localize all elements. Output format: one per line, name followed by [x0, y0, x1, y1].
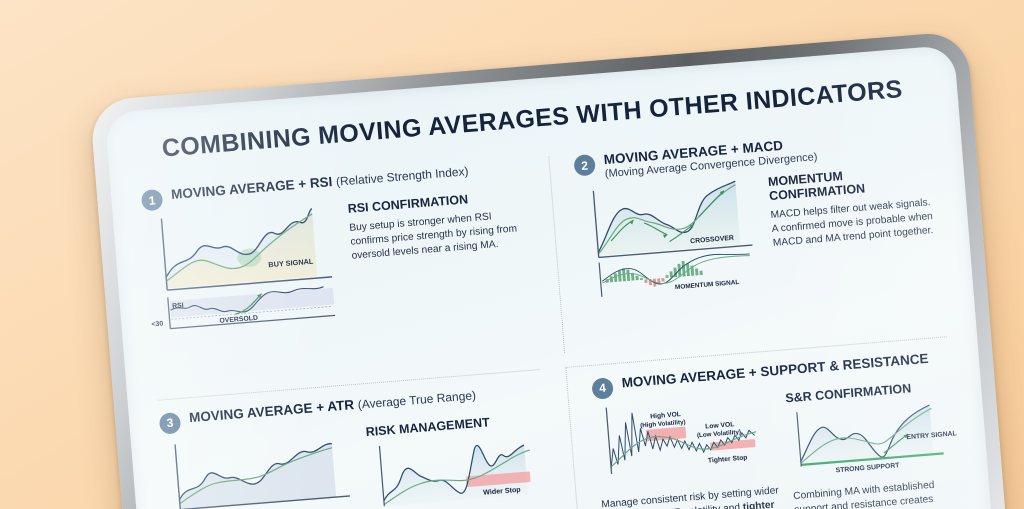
macd-line [602, 253, 750, 285]
tighter-stop-band [710, 438, 756, 451]
buy-signal-label: BUY SIGNAL [268, 257, 314, 270]
high-vol-label: High VOL [650, 411, 681, 420]
axis-x [180, 494, 350, 509]
trend-arrow-2 [643, 222, 668, 236]
strong-support-label: STRONG SUPPORT [835, 462, 900, 474]
macd-text: MOMENTUM CONFIRMATION MACD helps filter … [767, 162, 939, 251]
macd-histogram [605, 260, 703, 287]
rsi-body: Buy setup is stronger when RSI confirms … [348, 211, 518, 262]
low-vol-sublabel: (Low Volatility) [697, 429, 742, 440]
section-body: BUY SIGNAL RSI <30 OVERSOLD [143, 188, 534, 338]
section-body: CROSSOVER [576, 162, 942, 302]
moving-average-line [597, 183, 736, 255]
section-body: Buy setup is stronger when RSI RISK MANA… [161, 411, 553, 509]
chart-macd-svg: CROSSOVER [592, 180, 753, 297]
trend-arrow-2-head [662, 234, 668, 238]
entry-arrowhead [903, 433, 908, 439]
high-vol-band [646, 426, 687, 441]
moving-average-line [800, 407, 932, 464]
chart-atr-left: Buy setup is stronger when RSI [161, 426, 362, 509]
axis-y [796, 411, 802, 467]
price-band-fill [800, 404, 934, 465]
tablet-device: COMBINING MOVING AVERAGES WITH OTHER IND… [89, 30, 1009, 509]
high-vol-sublabel: (High Volatility) [640, 419, 686, 430]
rsi-line [170, 286, 324, 313]
support-line [800, 452, 944, 466]
oversold-label: OVERSOLD [219, 315, 258, 325]
macd-signal-line [602, 255, 750, 284]
buy-signal-highlight [237, 248, 262, 267]
price-line [597, 180, 736, 253]
section-title-suffix: (Relative Strength Index) [335, 164, 469, 189]
section-body: High VOL (High Volatility) Low VOL (Low … [594, 378, 963, 509]
tighter-stop-label: Tighter Stop [708, 454, 748, 464]
wider-stop-label: Wider Stop [483, 485, 522, 496]
rsi-label: RSI [172, 302, 184, 310]
section-title-main: MOVING AVERAGE + ATR [188, 396, 355, 426]
macd-body: MACD helps filter out weak signals. A co… [770, 197, 934, 249]
chart-volatility: High VOL (High Volatility) Low VOL (Low … [594, 392, 784, 509]
sr-text: S&R CONFIRMATION [785, 378, 963, 509]
rsi-text: RSI CONFIRMATION Buy setup is stronger w… [347, 188, 529, 264]
price-axis-y [592, 190, 600, 258]
trend-arrow-4-head [719, 190, 724, 195]
section-number-badge: 3 [158, 411, 182, 435]
price-axis-y [160, 218, 168, 291]
momentum-signal-label: MOMENTUM SIGNAL [675, 279, 740, 291]
trend-arrow-1-head [629, 220, 634, 225]
atr-text: RISK MANAGEMENT [365, 411, 553, 509]
section-title-main: MOVING AVERAGE + RSI [170, 174, 333, 203]
chart-rsi: BUY SIGNAL RSI <30 OVERSOLD [143, 203, 345, 338]
sections-grid: 1 MOVING AVERAGE + RSI (Relative Strengt… [140, 125, 963, 509]
price-axis-x [598, 244, 753, 259]
low-vol-label: Low VOL [705, 421, 735, 430]
price-line [610, 412, 755, 469]
section-moving-average-rsi: 1 MOVING AVERAGE + RSI (Relative Strengt… [140, 159, 539, 386]
infographic: COMBINING MOVING AVERAGES WITH OTHER IND… [104, 45, 993, 509]
price-line [178, 442, 332, 500]
section-moving-average-macd: 2 MOVING AVERAGE + MACD (Moving Average … [548, 125, 946, 353]
section-moving-average-support-resistance: 4 MOVING AVERAGE + SUPPORT & RESISTANCE [565, 336, 963, 509]
rsi-axis-x [170, 314, 336, 330]
price-band-fill [383, 444, 528, 507]
entry-signal-label: ENTRY SIGNAL [906, 430, 957, 441]
moving-average-line [179, 446, 333, 504]
moving-average-line [383, 449, 530, 505]
price-line [383, 444, 525, 501]
volatility-note-bold: tighter [742, 499, 775, 509]
axis-y [605, 407, 613, 474]
chart-rsi-svg: BUY SIGNAL RSI <30 OVERSOLD [151, 207, 336, 330]
chart-volatility-svg: High VOL (High Volatility) Low VOL (Low … [605, 407, 757, 474]
rsi-axis-y [167, 297, 171, 329]
tablet-screen: COMBINING MOVING AVERAGES WITH OTHER IND… [104, 44, 994, 509]
chart-atr-right-svg: Wider Stop [378, 444, 531, 507]
chart-macd: CROSSOVER [576, 176, 764, 301]
crossover-label: CROSSOVER [690, 235, 734, 245]
price-band-fill [166, 208, 318, 289]
price-band-fill [598, 181, 741, 256]
trend-arrow-3-head [689, 223, 695, 229]
price-axis-x [167, 276, 333, 291]
oversold-threshold-line [171, 305, 333, 320]
rsi-threshold-label: <30 [151, 320, 163, 328]
moving-average-line [166, 213, 313, 282]
section-number-badge: 4 [591, 376, 614, 400]
axis-y [378, 445, 385, 507]
chart-sr-svg: ENTRY SIGNAL STRONG SUPPORT [796, 404, 957, 474]
chart-atr-left-svg [174, 442, 350, 509]
axis-y [174, 444, 181, 509]
price-band-fill [179, 443, 337, 509]
section-number-badge: 1 [140, 188, 164, 212]
section-number-badge: 2 [573, 153, 596, 177]
section-moving-average-atr: 3 MOVING AVERAGE + ATR (Average True Ran… [157, 368, 556, 509]
oversold-zone [169, 287, 335, 318]
section-title-suffix: (Average True Range) [357, 387, 477, 412]
moving-average-line [610, 430, 757, 467]
macd-axis-y [598, 262, 603, 297]
rsi-rise-arrowhead [257, 293, 262, 299]
